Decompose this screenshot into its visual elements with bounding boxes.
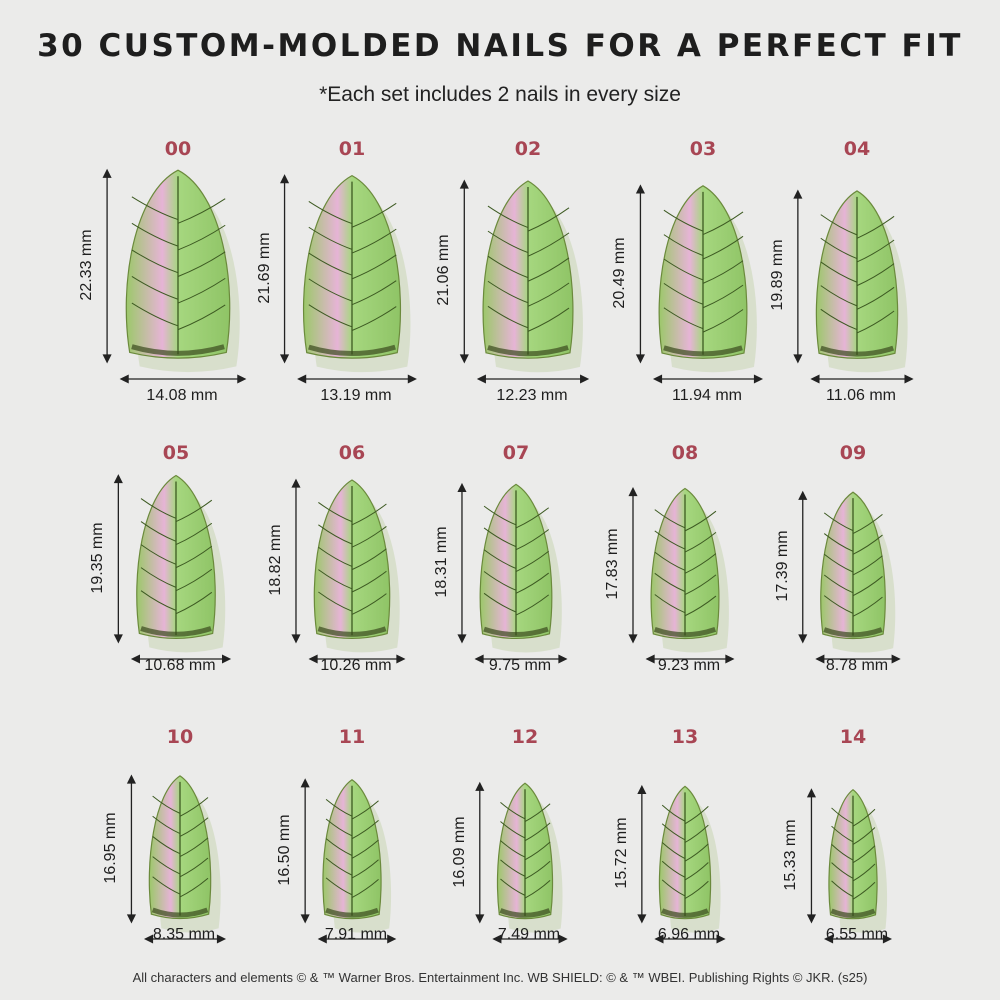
size-label: 11 bbox=[338, 726, 366, 748]
width-label: 7.49 mm bbox=[497, 926, 561, 943]
size-label: 05 bbox=[162, 442, 190, 464]
size-label: 09 bbox=[839, 442, 867, 464]
width-label: 10.26 mm bbox=[320, 657, 392, 674]
size-label: 01 bbox=[338, 138, 366, 160]
page-title: 30 CUSTOM-MOLDED NAILS FOR A PERFECT FIT bbox=[37, 28, 963, 64]
length-arrow bbox=[291, 478, 301, 644]
width-arrow bbox=[815, 654, 901, 664]
width-arrow bbox=[492, 934, 568, 944]
width-arrow bbox=[824, 934, 892, 944]
size-label: 10 bbox=[166, 726, 194, 748]
size-label: 07 bbox=[502, 442, 530, 464]
size-label: 14 bbox=[839, 726, 867, 748]
width-label: 8.78 mm bbox=[825, 657, 889, 674]
width-arrow bbox=[119, 374, 247, 384]
width-label: 13.19 mm bbox=[320, 387, 392, 404]
width-label: 9.75 mm bbox=[488, 657, 552, 674]
length-arrow bbox=[793, 189, 803, 364]
size-label: 03 bbox=[689, 138, 717, 160]
size-label: 08 bbox=[671, 442, 699, 464]
page-subtitle: *Each set includes 2 nails in every size bbox=[319, 83, 681, 106]
width-label: 11.06 mm bbox=[826, 387, 896, 404]
width-label: 12.23 mm bbox=[496, 387, 568, 404]
size-label: 00 bbox=[164, 138, 192, 160]
width-label: 6.55 mm bbox=[825, 926, 889, 943]
length-arrow bbox=[280, 174, 290, 364]
size-label: 02 bbox=[514, 138, 542, 160]
width-label: 8.35 mm bbox=[152, 926, 216, 943]
width-label: 14.08 mm bbox=[146, 387, 218, 404]
width-arrow bbox=[654, 934, 726, 944]
length-arrow bbox=[459, 179, 469, 364]
copyright-footer: All characters and elements © & ™ Warner… bbox=[132, 970, 868, 985]
width-arrow bbox=[474, 654, 568, 664]
length-arrow bbox=[126, 774, 136, 924]
width-arrow bbox=[297, 374, 417, 384]
length-arrow bbox=[637, 784, 647, 924]
length-arrow bbox=[806, 788, 817, 924]
length-arrow bbox=[628, 486, 638, 644]
width-arrow bbox=[308, 654, 406, 664]
length-label: 15.33 mm bbox=[782, 819, 800, 891]
length-arrow bbox=[102, 168, 112, 364]
width-label: 10.68 mm bbox=[144, 657, 216, 674]
length-arrow bbox=[300, 778, 310, 924]
width-label: 6.96 mm bbox=[657, 926, 721, 943]
width-arrow bbox=[143, 934, 227, 944]
size-label: 12 bbox=[511, 726, 539, 748]
width-arrow bbox=[476, 374, 590, 384]
width-arrow bbox=[130, 654, 232, 664]
width-label: 7.91 mm bbox=[324, 926, 388, 943]
width-label: 11.94 mm bbox=[672, 387, 742, 404]
size-label: 04 bbox=[843, 138, 871, 160]
length-arrow bbox=[798, 490, 808, 644]
size-label: 13 bbox=[671, 726, 699, 748]
size-label: 06 bbox=[338, 442, 366, 464]
length-arrow bbox=[113, 474, 123, 644]
width-arrow bbox=[645, 654, 735, 664]
width-label: 9.23 mm bbox=[657, 657, 721, 674]
length-arrow bbox=[635, 184, 645, 364]
length-arrow bbox=[457, 482, 467, 644]
length-arrow bbox=[475, 781, 485, 924]
width-arrow bbox=[317, 934, 397, 944]
width-arrow bbox=[652, 374, 764, 384]
width-arrow bbox=[810, 374, 914, 384]
